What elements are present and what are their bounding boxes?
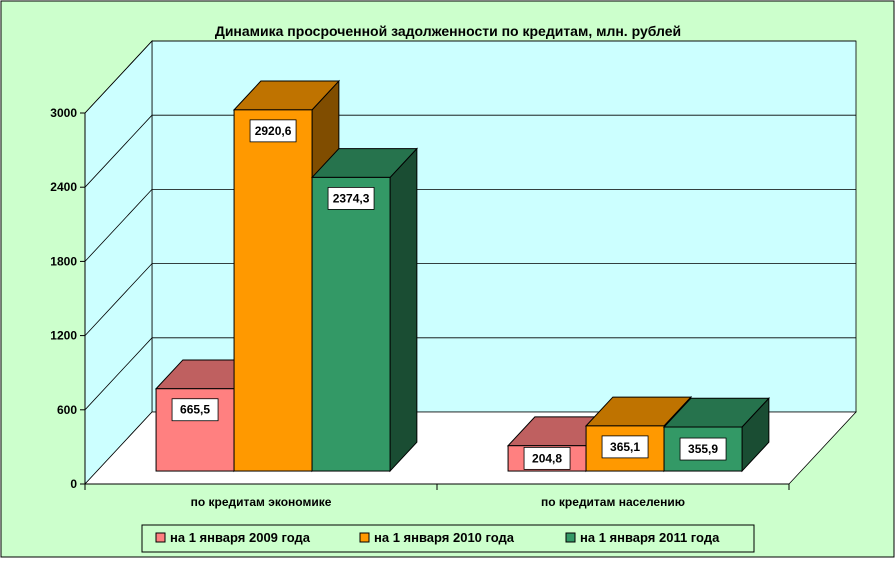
data-label-box bbox=[249, 119, 297, 143]
bar-side bbox=[389, 147, 418, 473]
data-label-box bbox=[523, 446, 571, 470]
legend-box bbox=[141, 524, 755, 553]
legend: на 1 января 2009 года на 1 января 2010 го… bbox=[141, 524, 755, 553]
bar bbox=[233, 109, 313, 472]
data-label: 204,8 bbox=[532, 451, 562, 465]
data-label-box bbox=[327, 187, 375, 210]
gridline bbox=[84, 188, 856, 262]
x-tick-label: по кредитам населению bbox=[541, 495, 685, 509]
legend-swatch bbox=[359, 532, 370, 543]
y-tick-label: 1800 bbox=[50, 254, 77, 268]
x-tick-label: по кредитам экономике bbox=[191, 495, 332, 509]
legend-label: на 1 января 2009 года bbox=[170, 530, 311, 545]
legend-swatch bbox=[155, 532, 166, 543]
data-label: 2374,3 bbox=[333, 191, 370, 205]
bar bbox=[311, 176, 391, 472]
plot-area: 0 600 1200 1800 2400 3000 по кредитам экономик… bbox=[50, 39, 857, 509]
data-label: 365,1 bbox=[610, 440, 640, 454]
gridline bbox=[84, 263, 856, 336]
y-tick-label: 0 bbox=[70, 477, 77, 491]
side-wall bbox=[84, 39, 153, 486]
data-label-box bbox=[601, 435, 649, 459]
y-tick-label: 2400 bbox=[50, 180, 77, 194]
legend-swatch bbox=[565, 532, 576, 543]
y-tick-label: 600 bbox=[57, 403, 77, 417]
data-label: 665,5 bbox=[180, 403, 210, 417]
chart-title: Динамика просроченной задолженности по к… bbox=[215, 23, 681, 39]
data-label: 355,9 bbox=[688, 442, 718, 456]
legend-label: на 1 января 2010 года bbox=[374, 530, 515, 545]
gridline bbox=[84, 40, 856, 114]
data-label-box bbox=[679, 437, 727, 461]
gridline bbox=[84, 337, 856, 411]
y-tick-label: 3000 bbox=[50, 106, 77, 120]
gridline bbox=[84, 114, 856, 188]
data-label: 2920,6 bbox=[255, 124, 292, 138]
y-tick-label: 1200 bbox=[50, 329, 77, 343]
legend-label: на 1 января 2011 года bbox=[580, 530, 720, 545]
data-label-box bbox=[171, 398, 219, 422]
